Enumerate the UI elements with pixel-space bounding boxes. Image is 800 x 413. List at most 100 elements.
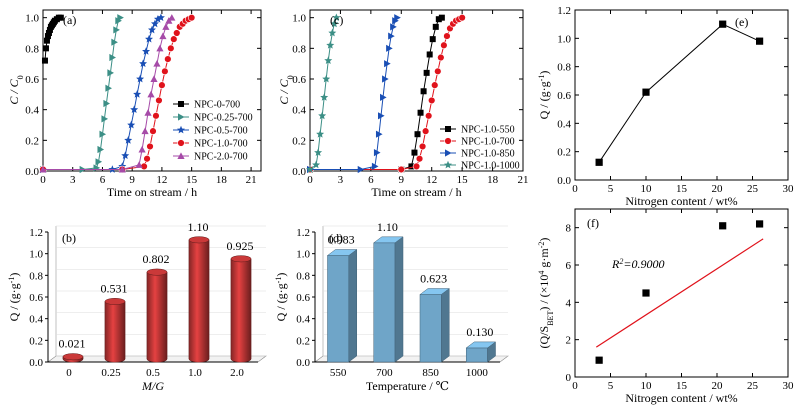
legend: NPC-1.0-550NPC-1.0-700NPC-1.0-850NPC-1.0… xyxy=(440,125,520,172)
x-tick-label: 5 xyxy=(608,183,614,195)
x-tick-label: 5 xyxy=(608,380,614,392)
y-tick-label: 0.8 xyxy=(292,43,306,55)
bar-top xyxy=(104,298,126,305)
legend-marker xyxy=(178,113,185,121)
data-point xyxy=(437,53,445,62)
bar-side xyxy=(394,236,404,363)
plot-frame xyxy=(574,208,789,378)
bar-value-label: 0.130 xyxy=(466,325,493,339)
y-axis-title: Q / (g·g-1) xyxy=(537,71,552,120)
data-point xyxy=(314,148,323,156)
data-point xyxy=(101,115,109,123)
data-point xyxy=(328,28,337,37)
data-point xyxy=(167,44,175,53)
data-point xyxy=(170,35,178,43)
legend-marker xyxy=(444,137,452,145)
data-point xyxy=(139,59,148,68)
x-tick-label: 10 xyxy=(641,380,653,392)
y-tick-label: 0.4 xyxy=(296,314,310,326)
y-tick-label: 0.6 xyxy=(296,292,310,304)
data-point xyxy=(440,41,448,49)
data-point xyxy=(115,17,122,25)
x-tick-label: 15 xyxy=(676,380,688,392)
legend-marker xyxy=(445,126,451,132)
data-point xyxy=(107,69,114,77)
y-axis-title: Q / (g·g-1) xyxy=(7,273,22,322)
data-point xyxy=(756,37,764,45)
y-tick-label: 0.2 xyxy=(557,147,571,159)
y-axis-title: C / C0 xyxy=(7,75,25,104)
r-squared-annotation: R2=0.9000 xyxy=(611,257,664,272)
bar xyxy=(230,255,252,363)
series-NPC-0.5-700 xyxy=(39,13,165,173)
panel-label: (d) xyxy=(329,231,343,245)
data-point xyxy=(95,158,103,166)
legend: NPC-0-700 NPC-0.25-700 NPC-0.5-700 NPC-1.0-… xyxy=(173,100,253,163)
bar-body xyxy=(146,271,168,363)
x-tick-label: 700 xyxy=(376,367,393,379)
data-point xyxy=(431,81,439,89)
plot-frame xyxy=(309,9,524,172)
data-point xyxy=(149,127,157,135)
y-tick-label: 0.4 xyxy=(25,105,39,117)
data-point xyxy=(148,25,156,34)
x-tick-label: 1000 xyxy=(466,367,489,379)
bar-value-label: 0.531 xyxy=(101,281,128,295)
data-point xyxy=(322,74,331,83)
series-NPC-0.25-700 xyxy=(40,14,124,174)
x-tick-label: 30 xyxy=(783,380,795,392)
data-point xyxy=(326,41,335,49)
legend-entry: NPC-0.5-700 xyxy=(194,126,248,137)
data-point xyxy=(152,112,160,120)
x-tick-label: 10 xyxy=(641,183,653,195)
panel-e: 0 5 10 15 20 25 30 0.0 0.2 0.4 0.6 0.8 1.0 1.2 Nitroge… xyxy=(537,5,795,208)
data-point xyxy=(43,37,50,44)
y-tick-label: 0.0 xyxy=(296,357,310,369)
y-tick-label: 2 xyxy=(566,335,572,347)
series-NPC-1.0-1000 xyxy=(306,13,341,173)
y-tick-label: 0.4 xyxy=(29,314,43,326)
data-point xyxy=(150,19,159,28)
data-point xyxy=(147,90,155,98)
x-tick-label: 6 xyxy=(100,174,106,186)
data-point xyxy=(411,149,418,156)
bar-value-label: 0.925 xyxy=(227,239,254,253)
data-point xyxy=(97,145,105,154)
series-NPC-1.0-700 xyxy=(306,13,466,174)
data-point xyxy=(595,356,603,364)
bar xyxy=(62,353,84,363)
data-point xyxy=(420,88,427,95)
x-tick-label: 15 xyxy=(676,183,688,195)
fit-line xyxy=(595,238,764,348)
series-line xyxy=(598,23,760,163)
x-tick-label: 3 xyxy=(338,174,344,186)
bar-top xyxy=(372,236,404,244)
data-point xyxy=(382,75,389,83)
data-point xyxy=(141,127,149,135)
panel-c: 0 3 6 9 12 15 18 21 0.0 0.2 0.4 0.6 0.8 1.0 Time on st… xyxy=(277,9,529,199)
data-point xyxy=(756,220,764,228)
y-tick-label: 0.2 xyxy=(296,335,310,347)
series-line xyxy=(43,17,162,170)
bar-side xyxy=(348,249,358,363)
legend-entry: NPC-1.0-700 xyxy=(461,137,515,148)
y-tick-label: 8 xyxy=(566,223,572,235)
data-point xyxy=(414,131,421,138)
data-point xyxy=(142,47,151,55)
data-point xyxy=(133,90,142,98)
bar-top xyxy=(419,288,451,295)
data-point xyxy=(161,67,169,76)
data-point xyxy=(117,14,124,22)
series-line xyxy=(43,17,192,170)
x-tick-label: 21 xyxy=(246,174,257,186)
x-tick-label: 12 xyxy=(156,174,167,186)
panel-d: 0.0 0.2 0.4 0.6 0.8 1.0 1.2 550 0.983 700 1.10 850 0… xyxy=(274,220,509,393)
x-tick-label: 20 xyxy=(712,380,724,392)
data-point xyxy=(41,57,48,64)
data-point xyxy=(332,13,341,22)
bar xyxy=(104,298,126,363)
series-series-0 xyxy=(595,20,764,166)
data-point xyxy=(642,88,650,96)
bar-top xyxy=(465,341,497,349)
